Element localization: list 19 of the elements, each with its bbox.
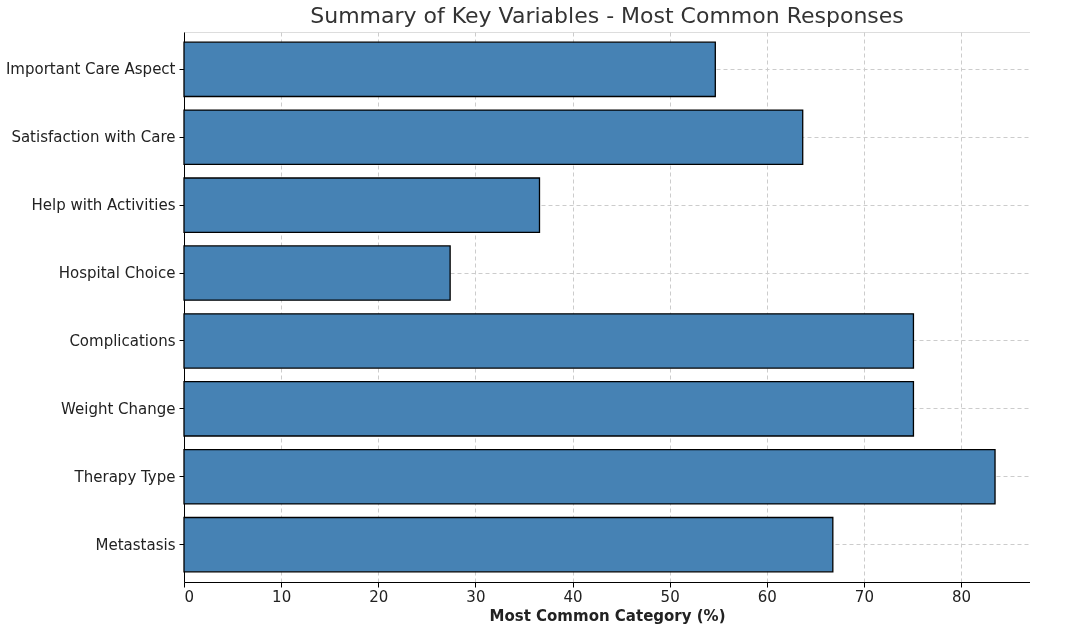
y-tick-label: Complications [69, 331, 176, 350]
y-tick-label: Metastasis [95, 535, 176, 554]
x-tick-label: 40 [563, 587, 583, 606]
x-tick-label: 10 [272, 587, 292, 606]
x-tick-label: 0 [184, 587, 195, 606]
y-tick-label: Important Care Aspect [5, 60, 176, 79]
x-tick-label: 70 [854, 587, 874, 606]
y-tick-label: Satisfaction with Care [11, 128, 176, 147]
x-axis-title: Most Common Category (%) [489, 606, 726, 625]
x-tick-label: 80 [951, 587, 972, 606]
x-tick-label: 60 [757, 587, 777, 606]
y-tick-label: Help with Activities [31, 196, 176, 215]
x-tick-label: 20 [369, 587, 389, 606]
chart-title: Summary of Key Variables - Most Common Responses [310, 3, 904, 28]
x-tick-label: 30 [466, 587, 486, 606]
y-tick-label: Weight Change [61, 399, 176, 418]
y-tick-label: Hospital Choice [58, 264, 176, 283]
x-tick-label: 50 [660, 587, 680, 606]
y-tick-label: Therapy Type [73, 467, 176, 486]
